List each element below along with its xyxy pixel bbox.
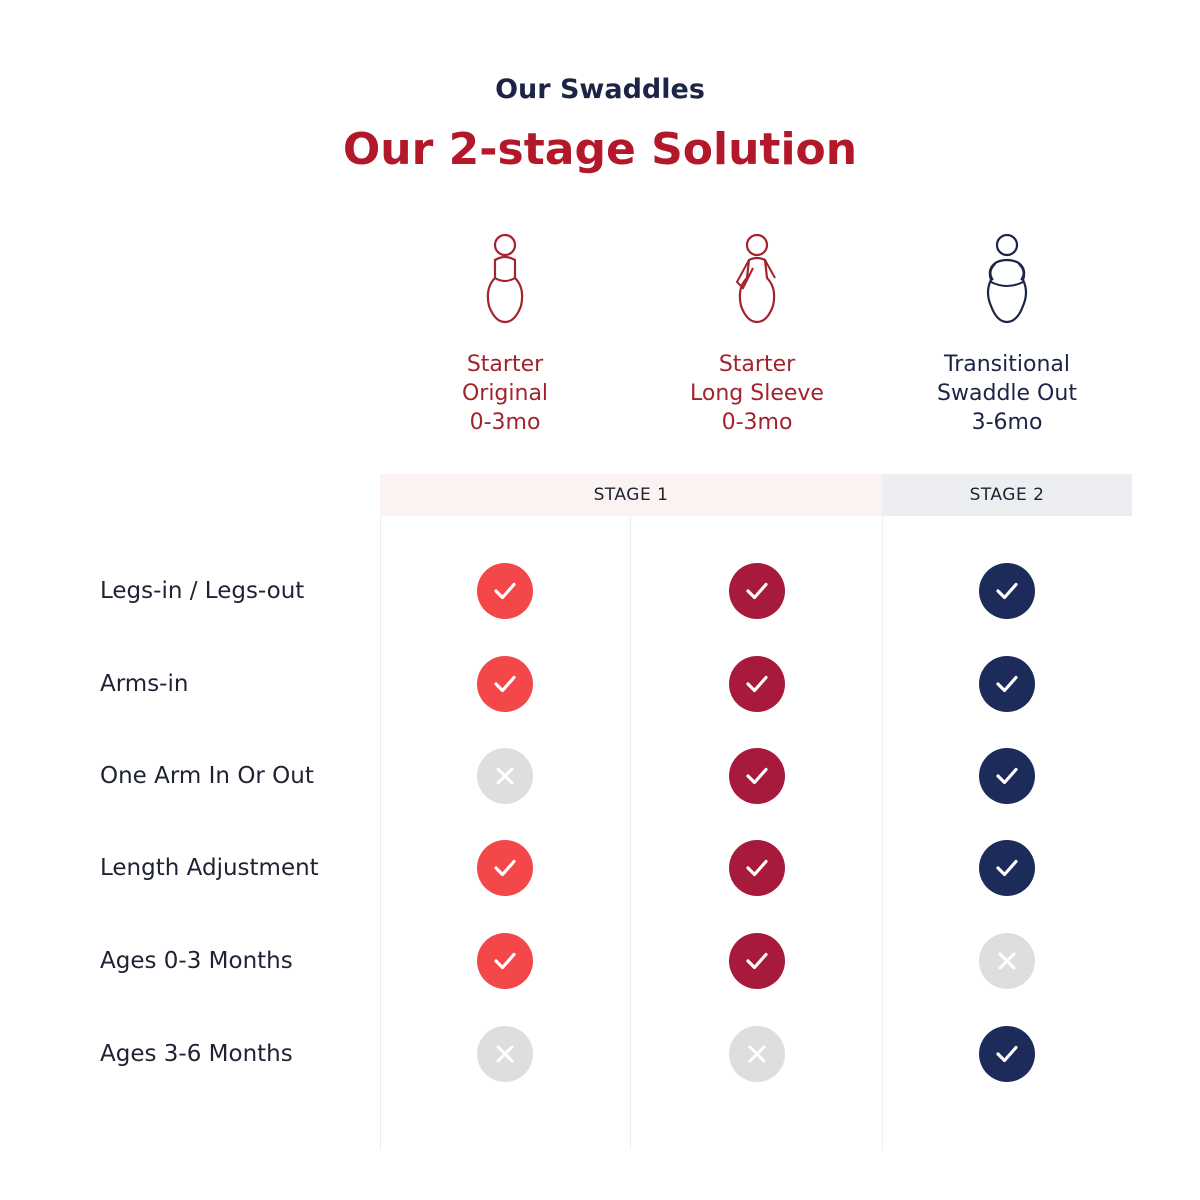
feature-label: Length Adjustment xyxy=(100,855,319,881)
cross-icon xyxy=(729,1026,785,1082)
cross-icon xyxy=(477,1026,533,1082)
cross-icon xyxy=(477,748,533,804)
column-divider xyxy=(630,516,631,1150)
feature-label: Arms-in xyxy=(100,671,189,697)
check-icon xyxy=(729,933,785,989)
check-icon xyxy=(477,933,533,989)
stage-2-band: STAGE 2 xyxy=(882,474,1132,516)
page-title: Our 2-stage Solution xyxy=(342,124,858,175)
check-icon xyxy=(477,563,533,619)
product-age: 3-6mo xyxy=(971,410,1043,435)
check-icon xyxy=(979,563,1035,619)
feature-label: Ages 3-6 Months xyxy=(100,1041,293,1067)
swaddle-arms-in-icon xyxy=(380,232,630,328)
product-name-line2: Long Sleeve xyxy=(690,381,824,406)
check-icon xyxy=(729,840,785,896)
product-column-3: Transitional Swaddle Out 3-6mo xyxy=(882,232,1132,437)
product-column-2: Starter Long Sleeve 0-3mo xyxy=(632,232,882,437)
product-name-line1: Starter xyxy=(466,352,544,377)
product-name-line1: Transitional xyxy=(944,352,1070,377)
swaddle-long-sleeve-icon xyxy=(632,232,882,328)
product-age: 0-3mo xyxy=(469,410,541,435)
check-icon xyxy=(729,563,785,619)
check-icon xyxy=(979,840,1035,896)
check-icon xyxy=(477,840,533,896)
feature-label: Ages 0-3 Months xyxy=(100,948,293,974)
column-divider xyxy=(882,516,883,1150)
swaddle-arms-out-icon xyxy=(882,232,1132,328)
check-icon xyxy=(477,656,533,712)
cross-icon xyxy=(979,933,1035,989)
check-icon xyxy=(979,748,1035,804)
check-icon xyxy=(979,656,1035,712)
feature-label: One Arm In Or Out xyxy=(100,763,314,789)
check-icon xyxy=(729,748,785,804)
check-icon xyxy=(729,656,785,712)
column-divider xyxy=(380,516,381,1150)
check-icon xyxy=(979,1026,1035,1082)
stage-1-band: STAGE 1 xyxy=(380,474,882,516)
product-age: 0-3mo xyxy=(721,410,793,435)
product-name-line1: Starter xyxy=(718,352,796,377)
feature-label: Legs-in / Legs-out xyxy=(100,578,305,604)
section-eyebrow: Our Swaddles xyxy=(495,74,705,105)
product-column-1: Starter Original 0-3mo xyxy=(380,232,630,437)
product-name-line2: Original xyxy=(461,381,549,406)
product-name-line2: Swaddle Out xyxy=(937,381,1077,406)
